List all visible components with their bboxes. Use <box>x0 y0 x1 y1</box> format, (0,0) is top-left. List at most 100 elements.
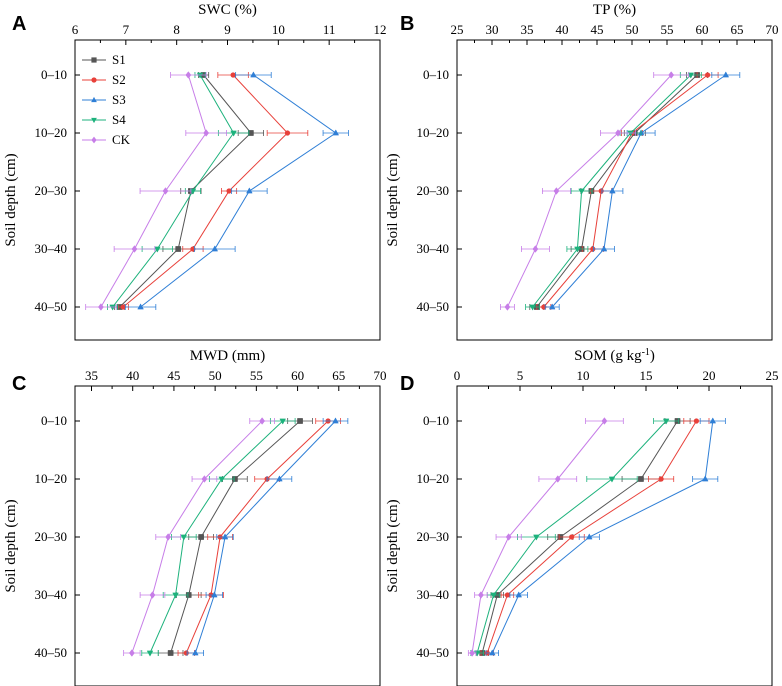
data-point <box>553 187 560 195</box>
data-point <box>609 187 616 194</box>
data-point <box>203 129 210 137</box>
data-point <box>554 475 561 483</box>
data-point <box>230 72 236 78</box>
series-ck <box>499 71 690 311</box>
legend-label: S2 <box>112 72 126 87</box>
panel-a: 6 7 8 9 10 11 12 SWC (%) 0–10 10–20 20–30 30–40 40–5… <box>3 2 387 341</box>
data-point <box>533 534 540 541</box>
data-point <box>180 534 188 541</box>
x-tick-label: 60 <box>291 368 304 383</box>
data-point <box>668 71 675 79</box>
legend-label: S4 <box>112 112 126 127</box>
y-tick-label: 10–20 <box>35 125 68 140</box>
y-axis-title: Soil depth (cm) <box>385 153 401 246</box>
data-point <box>172 592 179 599</box>
y-tick-label: 40–50 <box>35 299 68 314</box>
data-point <box>600 245 608 252</box>
x-tick-label: 35 <box>521 22 534 37</box>
data-point <box>183 650 189 656</box>
data-point <box>218 476 226 483</box>
y-tick-label: 30–40 <box>35 587 68 602</box>
y-tick-label: 40–50 <box>417 645 450 660</box>
y-tick-label: 20–30 <box>35 183 68 198</box>
x-tick-label: 70 <box>374 368 387 383</box>
data-point <box>662 418 670 425</box>
data-point <box>709 417 717 424</box>
data-point <box>279 418 287 425</box>
data-point <box>128 649 135 657</box>
legend-marker <box>91 117 97 124</box>
data-point <box>230 130 237 137</box>
data-point <box>246 187 253 194</box>
data-point <box>232 476 238 482</box>
data-point <box>332 417 339 424</box>
data-point <box>259 417 266 425</box>
data-point <box>221 533 229 540</box>
data-point <box>598 188 604 194</box>
panel-d: 0 5 10 15 20 25 SOM (g kg-1) 0–10 10–20 20–30 30–4… <box>385 347 779 686</box>
legend-marker <box>91 77 97 83</box>
y-tick-label: 20–30 <box>35 529 68 544</box>
data-point <box>705 72 711 78</box>
data-point <box>250 71 257 78</box>
series-s4 <box>470 418 680 657</box>
data-point <box>149 591 156 599</box>
data-point <box>189 188 197 195</box>
x-tick-label: 30 <box>486 22 499 37</box>
legend-label: S1 <box>112 52 126 67</box>
data-point <box>548 303 556 310</box>
x-axis-title: TP (%) <box>593 2 636 18</box>
x-tick-label: 25 <box>766 368 779 383</box>
data-point <box>211 591 218 598</box>
legend-marker <box>91 96 97 103</box>
plot-frame <box>74 385 381 686</box>
x-tick-label: 25 <box>451 22 464 37</box>
panel-label: A <box>12 13 26 35</box>
data-point <box>722 71 730 78</box>
data-point <box>196 72 204 79</box>
data-point <box>693 418 700 424</box>
data-point <box>137 303 144 310</box>
x-tick-label: 15 <box>640 368 653 383</box>
data-point <box>109 304 116 311</box>
data-point <box>248 130 254 136</box>
data-point <box>469 649 476 657</box>
x-tick-label: 65 <box>731 22 744 37</box>
data-point <box>175 246 182 252</box>
data-point <box>574 246 581 253</box>
y-tick-label: 10–20 <box>35 471 68 486</box>
series-s3 <box>485 417 726 656</box>
legend-label: S3 <box>112 92 126 107</box>
x-tick-label: 6 <box>72 22 79 37</box>
x-tick-label: 40 <box>126 368 139 383</box>
series-s3 <box>124 71 349 310</box>
y-tick-label: 0–10 <box>423 413 449 428</box>
legend-label: CK <box>112 132 131 147</box>
series-ck <box>85 71 227 311</box>
x-tick-label: 0 <box>454 368 461 383</box>
x-axis-title: SOM (g kg-1) <box>574 347 655 365</box>
data-point <box>185 592 192 598</box>
data-point <box>154 246 161 253</box>
x-tick-label: 45 <box>167 368 180 383</box>
data-point <box>146 650 154 657</box>
x-tick-label: 45 <box>591 22 604 37</box>
plot-frame <box>456 385 773 686</box>
series-s4 <box>141 418 296 657</box>
x-axis-title: MWD (mm) <box>190 348 265 364</box>
x-tick-label: 20 <box>703 368 716 383</box>
data-point <box>578 188 585 195</box>
y-tick-label: 10–20 <box>417 125 450 140</box>
data-point <box>638 476 644 482</box>
y-tick-label: 40–50 <box>417 299 450 314</box>
data-point <box>120 304 126 310</box>
panel-label: C <box>12 373 26 395</box>
data-point <box>211 245 219 252</box>
panel-c: 35 40 45 50 55 60 65 70 MWD (mm) 0–10 10–20 20–30 30… <box>3 348 387 686</box>
data-point <box>532 245 539 253</box>
y-tick-label: 30–40 <box>417 241 450 256</box>
x-tick-label: 12 <box>374 22 387 37</box>
data-point <box>488 649 496 656</box>
data-point <box>701 475 709 482</box>
